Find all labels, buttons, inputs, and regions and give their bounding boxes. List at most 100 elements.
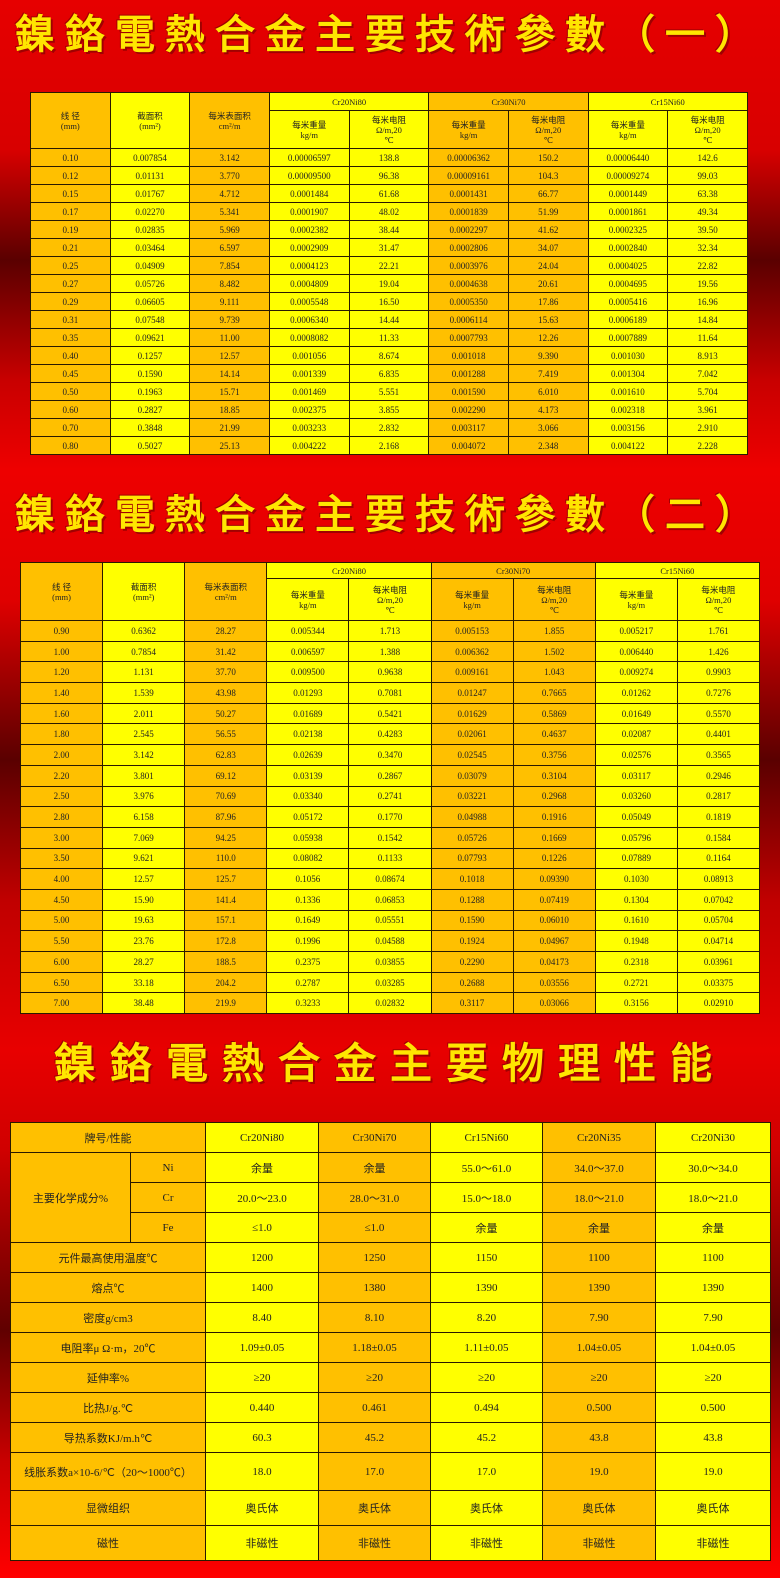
- table-cell: 8.20: [430, 1302, 543, 1333]
- header-weight: 每米重量 kg/m: [268, 110, 350, 149]
- table-row: 0.17 0.02270 5.341 0.0001907 48.02 0.0001839 5…: [30, 202, 748, 221]
- table-cell: 0.5570: [676, 702, 761, 725]
- header-surface: 每米表面积 cm²/m: [189, 92, 270, 149]
- table-cell: 0.27: [30, 274, 111, 293]
- table-cell: 1200: [205, 1242, 319, 1273]
- table-cell: 非磁性: [205, 1525, 319, 1561]
- table-cell: 15.90: [102, 888, 186, 911]
- table-cell: 22.21: [348, 256, 430, 275]
- property-label: 元件最高使用温度℃: [10, 1242, 206, 1273]
- table-cell: 0.04588: [348, 930, 432, 952]
- header-alloy: Cr20Ni80: [268, 92, 430, 111]
- table-cell: 1150: [430, 1242, 543, 1273]
- table-cell: 0.4401: [676, 723, 761, 746]
- table-cell: 0.06853: [348, 888, 432, 911]
- table-cell: ≥20: [430, 1362, 543, 1393]
- table-cell: 3.855: [348, 400, 430, 419]
- composition-label: 主要化学成分%: [10, 1152, 131, 1243]
- table-cell: 1.04±0.05: [655, 1332, 771, 1363]
- table-cell: 23.76: [102, 930, 186, 952]
- table-row: 电阻率μ Ω·m，20℃ 1.09±0.05 1.18±0.05 1.11±0.05 1…: [10, 1332, 771, 1363]
- table-cell: 0.07419: [512, 888, 596, 911]
- table-cell: 0.03340: [266, 785, 350, 808]
- table-cell: 30.0～34.0: [655, 1152, 771, 1183]
- table-cell: 5.00: [19, 909, 104, 932]
- property-label: 电阻率μ Ω·m，20℃: [10, 1332, 206, 1363]
- property-label: 导热系数KJ/m.h℃: [10, 1422, 206, 1453]
- table-cell: ≤1.0: [318, 1212, 431, 1243]
- table-cell: 0.001610: [587, 382, 669, 401]
- header-alloy: Cr30Ni70: [430, 562, 596, 579]
- table-cell: 0.00009500: [268, 166, 350, 185]
- table-cell: 0.03117: [594, 764, 678, 787]
- table-cell: 0.03375: [676, 971, 761, 994]
- table-cell: 6.00: [19, 951, 104, 973]
- table-cell: 0.25: [30, 256, 111, 275]
- table-cell: 非磁性: [655, 1525, 771, 1561]
- header-weight: 每米重量 kg/m: [428, 110, 509, 149]
- table-cell: 奥氏体: [655, 1490, 771, 1526]
- table-cell: 0.0004809: [268, 274, 350, 293]
- table-cell: 7.042: [667, 364, 748, 383]
- table-cell: 1390: [655, 1272, 771, 1303]
- table-cell: 2.545: [102, 723, 186, 746]
- table-cell: 0.01262: [594, 682, 678, 704]
- table-row: 0.70 0.3848 21.99 0.003233 2.832 0.003117 3.06…: [30, 418, 748, 437]
- table-cell: 1.855: [512, 620, 596, 642]
- table-cell: 1.388: [348, 640, 432, 663]
- table-cell: 9.111: [189, 292, 270, 311]
- table-cell: 0.004072: [428, 436, 509, 455]
- table-cell: 0.1164: [676, 847, 761, 870]
- table-cell: 0.1590: [109, 364, 191, 383]
- table-cell: 1.20: [19, 661, 104, 684]
- table-cell: 0.2375: [266, 951, 350, 973]
- table-cell: 24.04: [507, 256, 589, 275]
- table-row: 磁性 非磁性 非磁性 非磁性 非磁性 非磁性: [10, 1525, 771, 1561]
- table-cell: 0.1590: [430, 909, 514, 932]
- header-alloy: Cr20Ni80: [266, 562, 432, 579]
- table-row: 0.29 0.06605 9.111 0.0005548 16.50 0.0005350 1…: [30, 292, 748, 311]
- table-cell: 0.1584: [676, 826, 761, 849]
- table-cell: 17.86: [507, 292, 589, 311]
- table-cell: 0.0003976: [428, 256, 509, 275]
- table-cell: 0.03556: [512, 971, 596, 994]
- table-row: 0.50 0.1963 15.71 0.001469 5.551 0.001590 6.01…: [30, 382, 748, 401]
- table-cell: 0.2741: [348, 785, 432, 808]
- table-cell: 0.005153: [430, 620, 514, 642]
- table-cell: 0.006440: [594, 640, 678, 663]
- table-cell: 2.011: [102, 702, 186, 725]
- table-cell: 14.44: [348, 310, 430, 329]
- table-cell: 0.0007793: [428, 328, 509, 347]
- table-cell: 9.390: [507, 346, 589, 365]
- table-cell: 0.1226: [512, 847, 596, 870]
- table-cell: 3.801: [102, 764, 186, 787]
- table-cell: 0.002375: [268, 400, 350, 419]
- property-label: 线胀系数a×10-6/℃（20～1000℃）: [10, 1452, 206, 1491]
- table-cell: 0.9903: [676, 661, 761, 684]
- table-cell: 0.04967: [512, 930, 596, 952]
- table-cell: 0.1948: [594, 930, 678, 952]
- table-cell: 14.84: [667, 310, 748, 329]
- table-cell: 28.27: [102, 951, 186, 973]
- table-row: 5.50 23.76 172.8 0.1996 0.04588 0.1924 0.04967…: [19, 930, 761, 952]
- table-cell: 0.04173: [512, 951, 596, 973]
- header-grade-property: 牌号/性能: [10, 1122, 206, 1153]
- table-cell: 0.00006597: [268, 148, 350, 167]
- property-label: 磁性: [10, 1525, 206, 1561]
- table-cell: 0.07042: [676, 888, 761, 911]
- table-cell: 5.551: [348, 382, 430, 401]
- table-cell: 22.82: [667, 256, 748, 275]
- table-cell: 37.70: [184, 661, 268, 684]
- table-cell: 9.621: [102, 847, 186, 870]
- table-row: 4.50 15.90 141.4 0.1336 0.06853 0.1288 0.07419…: [19, 888, 761, 911]
- table-cell: 6.50: [19, 971, 104, 994]
- table-cell: 0.9638: [348, 661, 432, 684]
- table-cell: 余量: [205, 1152, 319, 1183]
- table-cell: 142.6: [667, 148, 748, 167]
- table-row: 显微组织 奥氏体 奥氏体 奥氏体 奥氏体 奥氏体: [10, 1490, 771, 1526]
- table-cell: 50.27: [184, 702, 268, 725]
- table-cell: 1.761: [676, 620, 761, 642]
- table-row: 4.00 12.57 125.7 0.1056 0.08674 0.1018 0.09390…: [19, 868, 761, 890]
- table-cell: 0.00009161: [428, 166, 509, 185]
- table-row: 延伸率% ≥20 ≥20 ≥20 ≥20 ≥20: [10, 1362, 771, 1393]
